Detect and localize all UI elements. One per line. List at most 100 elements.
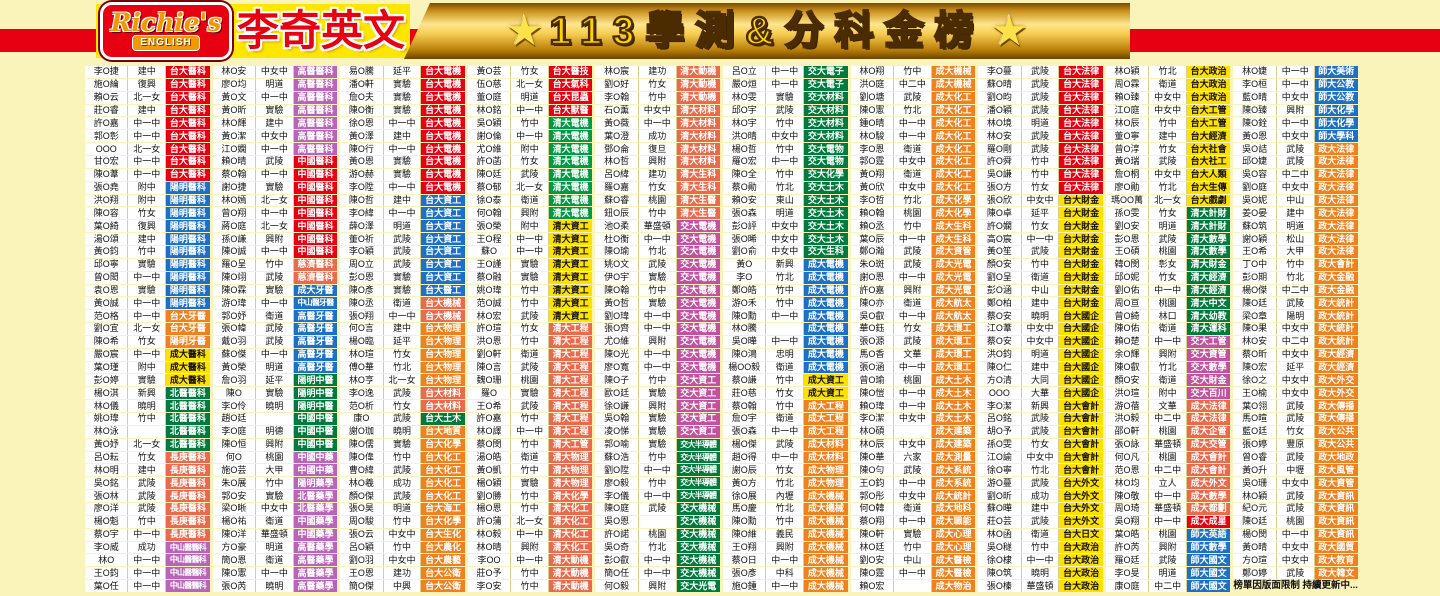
result-entry: 尤O維 興附 交大電機 [595, 335, 720, 348]
result-entry: 姚O瑋 竹中 北醫醫科 [85, 413, 210, 425]
student-name: 張O涵 [850, 361, 894, 374]
school-name: 武陵 [1276, 503, 1314, 515]
student-name: 楊O臨 [340, 335, 383, 348]
student-name: 吳O銘 [85, 477, 128, 490]
result-entry: 謝O辰 竹女 成大物理 [722, 464, 848, 477]
admitted-department: 陽明藥學 [293, 477, 338, 490]
school-name: 中興 [383, 580, 421, 592]
result-entry: 林O明 建中 長庚醫科 [85, 464, 210, 477]
admitted-department: 台大政治 [1059, 580, 1103, 592]
student-name: 黃O恩 [1233, 130, 1276, 143]
result-entry: 李O潔 中女中 成大土木 [850, 413, 976, 425]
admitted-department: 成大電機 [804, 284, 848, 297]
admitted-department: 台大物理 [421, 374, 465, 387]
school-name: 竹北 [766, 477, 804, 490]
result-entry: 吳O翰 實驗 交大資工 [595, 413, 720, 425]
school-name: 竹中 [766, 284, 804, 297]
admitted-department: 台大農藝 [421, 554, 465, 567]
student-name: 陳O廷 [467, 168, 511, 181]
school-name: 實驗 [256, 490, 293, 503]
result-entry: 楊O哲 竹中 交大電物 [722, 143, 848, 155]
school-name: 實驗 [638, 425, 676, 438]
student-name: 游O赫 [340, 168, 383, 181]
result-entry: 林O安 中女中 高醫醫科 [212, 66, 338, 78]
admitted-department: 高醫藥學 [293, 554, 338, 567]
school-name: 中一中 [256, 91, 293, 104]
school-name: 中女中 [894, 413, 931, 425]
school-name: 實驗 [383, 168, 421, 181]
student-name: 謝O辰 [722, 464, 766, 477]
admitted-department: 交大半導體 [676, 438, 720, 451]
school-name: 中二中 [1276, 284, 1314, 297]
student-name: 游O蔓 [978, 477, 1021, 490]
result-entry: 蔡O翰 竹中 成大工程 [722, 400, 848, 413]
student-name: 黃O鈞 [85, 245, 128, 258]
admitted-department: 成大土木 [931, 374, 976, 387]
admitted-department: 交大機械 [676, 503, 720, 515]
school-name: 興附 [1149, 541, 1186, 554]
student-name: 陳O廷 [1233, 297, 1276, 310]
admitted-department: 清大資工 [548, 258, 593, 271]
school-name: 復興 [128, 220, 166, 233]
result-entry: 彭O婷 實驗 成大醫科 [85, 374, 210, 387]
result-entry: 陳O言 武陵 清大工程 [467, 361, 593, 374]
school-name: 竹中 [383, 451, 421, 464]
school-name: 實驗 [638, 438, 676, 451]
admitted-department: 成大光電 [931, 284, 976, 297]
admitted-department: 清大動機 [676, 78, 720, 91]
result-entry: 陳O宏 延平 政大經濟 [1233, 361, 1358, 374]
admitted-department: 中國中藥 [293, 451, 338, 464]
school-name: 實驗 [383, 271, 421, 284]
admitted-department: 陽明中醫 [293, 400, 338, 413]
school-name: 竹女 [766, 464, 804, 477]
student-name: 王O希 [1233, 245, 1276, 258]
result-entry: 何O毅 興附 交大光電 [595, 580, 720, 592]
result-entry: 吳O穟 竹中 台大政治 [978, 541, 1103, 554]
admitted-department: 成大心理 [931, 528, 976, 541]
school-name: 實驗 [256, 104, 293, 117]
student-name: 傅O華 [340, 361, 383, 374]
student-name: 韓O閔 [1105, 258, 1149, 271]
student-name: 曾O閎 [85, 271, 128, 284]
result-entry: 詹O宇 衛道 成大工程 [722, 413, 848, 425]
student-name: 陳O仁 [978, 361, 1021, 374]
student-name: 吳O珊 [1233, 477, 1276, 490]
admitted-department: 台大機械 [421, 310, 465, 323]
result-entry: 趙O得 中一中 成大材料 [722, 451, 848, 464]
student-name: 羅O廷 [1105, 554, 1149, 567]
school-name: 武陵 [511, 400, 548, 413]
admitted-department: 成大法律 [1186, 413, 1231, 425]
school-name: 北一女 [1149, 194, 1186, 207]
admitted-department: 清大生科 [676, 168, 720, 181]
admitted-department: 交大資工 [676, 400, 720, 413]
student-name: 賴O安 [722, 194, 766, 207]
school-name: 明道 [511, 91, 548, 104]
school-name: 建功 [383, 567, 421, 580]
result-entry: 蘇O曄 建中 台大外文 [978, 503, 1103, 515]
student-name: 林O碩 [850, 425, 894, 438]
admitted-department: 師大國文 [1186, 580, 1231, 592]
student-name: 杜O衡 [595, 233, 638, 245]
admitted-department: 高醫醫科 [293, 130, 338, 143]
school-name: 桃園 [511, 374, 548, 387]
result-entry: 黃O誠 中一中 陽明醫科 [85, 297, 210, 310]
admitted-department: 台大法律 [1059, 66, 1103, 78]
result-entry: 尤O維 附中 清大電機 [467, 143, 593, 155]
school-name: 義民 [766, 528, 804, 541]
admitted-department: 長庚醫科 [166, 464, 210, 477]
student-name: 李O穎 [340, 245, 383, 258]
school-name: 實驗 [256, 181, 293, 194]
result-entry: 張O云 中女中 台大生化 [340, 528, 465, 541]
school-name: 北一女 [511, 78, 548, 91]
school-name: 竹女 [766, 387, 804, 400]
admitted-department: 成大電機 [804, 361, 848, 374]
admitted-department: 台大醫科 [166, 143, 210, 155]
school-name: 中女中 [766, 220, 804, 233]
student-name: 詹O夫 [340, 91, 383, 104]
admitted-department: 中國藥學 [293, 515, 338, 528]
student-name: 王O翔 [722, 541, 766, 554]
result-entry: 彭O評 中女中 交大土木 [722, 220, 848, 233]
school-name: 中女中 [1276, 387, 1314, 400]
admitted-department: 高醫醫科 [293, 104, 338, 117]
result-entry: 何O言 建中 台大物理 [340, 323, 465, 335]
